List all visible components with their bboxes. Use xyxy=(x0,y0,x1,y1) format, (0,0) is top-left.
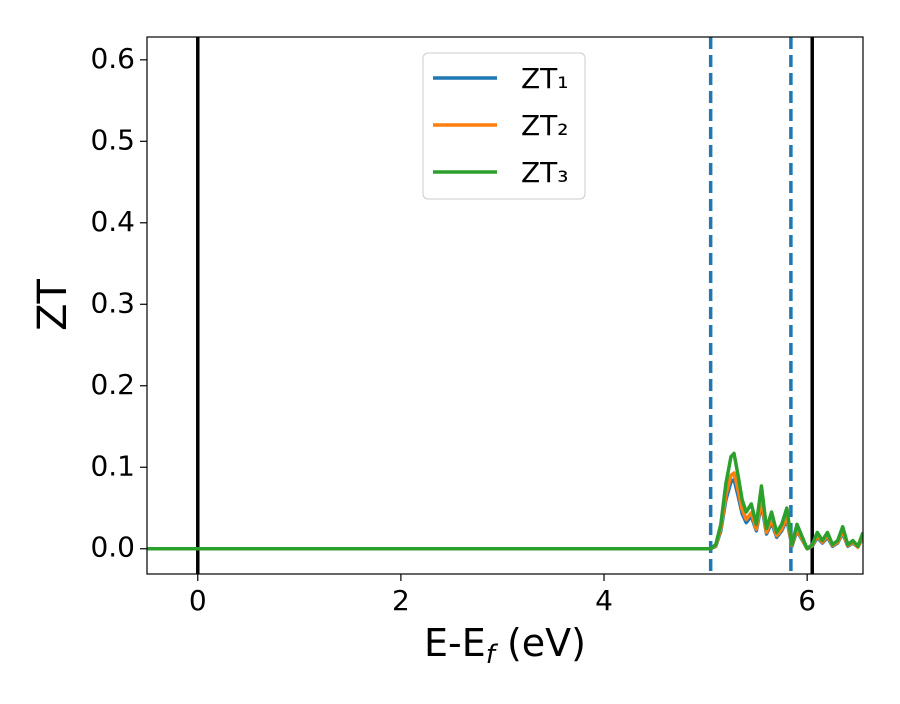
x-tick-label: 2 xyxy=(392,584,410,617)
y-tick-label: 0.3 xyxy=(90,286,135,319)
x-tick-label: 4 xyxy=(595,584,613,617)
y-axis-label: ZT xyxy=(30,279,76,331)
y-tick-label: 0.2 xyxy=(90,368,135,401)
legend-label: ZT₁ xyxy=(521,62,569,95)
y-tick-label: 0.4 xyxy=(90,205,135,238)
plot-area xyxy=(147,37,863,574)
legend-label: ZT₂ xyxy=(521,109,569,142)
x-tick-label: 0 xyxy=(189,584,207,617)
legend-label: ZT₃ xyxy=(521,156,569,189)
x-label-part: (eV) xyxy=(495,621,586,665)
plot-frame xyxy=(146,36,864,575)
x-axis-label: E-Ef (eV) xyxy=(424,621,586,670)
y-tick-label: 0.1 xyxy=(90,449,135,482)
x-label-part: E-E xyxy=(424,621,486,665)
legend-box xyxy=(422,52,586,200)
y-tick-label: 0.0 xyxy=(90,531,135,564)
y-tick-label: 0.6 xyxy=(90,42,135,75)
y-tick-label: 0.5 xyxy=(90,123,135,156)
series-line xyxy=(147,451,863,551)
x-tick-label: 6 xyxy=(798,584,816,617)
